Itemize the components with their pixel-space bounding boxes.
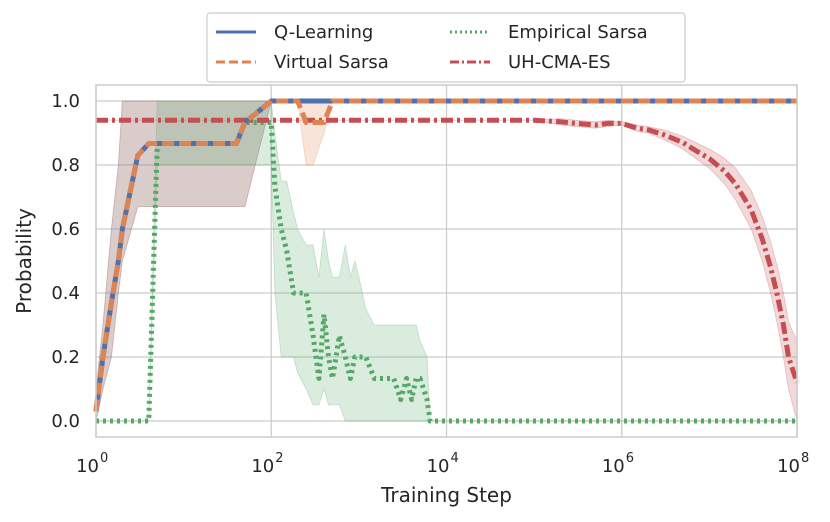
x-tick-base: 10	[777, 456, 800, 477]
y-tick-label-3: 0.6	[51, 219, 80, 240]
x-tick-exponent: 8	[801, 451, 809, 466]
legend-label: Empirical Sarsa	[508, 22, 648, 43]
legend-item-uh-cma-es: UH-CMA-ES	[450, 52, 611, 73]
x-tick-label-4: 10 8	[777, 451, 809, 477]
legend-box	[206, 12, 686, 83]
legend: Q-Learning Virtual Sarsa Empirical Sarsa UH…	[206, 12, 686, 83]
legend-item-empirical-sarsa: Empirical Sarsa	[450, 22, 648, 43]
y-tick-label-1: 0.2	[51, 347, 80, 368]
x-tick-exponent: 6	[626, 451, 634, 466]
x-tick-exponent: 2	[275, 451, 283, 466]
line-uh-cma-es	[96, 117, 800, 384]
series-lines	[93, 98, 800, 424]
y-tick-label-4: 0.8	[51, 155, 80, 176]
legend-item-virtual-sarsa: Virtual Sarsa	[216, 52, 389, 73]
x-axis-label: Training Step	[380, 483, 512, 507]
x-tick-label-1: 10 2	[251, 451, 283, 477]
x-tick-labels: 10 0 10 2 10 4 10 6 10 8	[76, 451, 809, 477]
x-tick-label-0: 10 0	[76, 451, 108, 477]
y-tick-labels: 0.0 0.2 0.4 0.6 0.8 1.0	[51, 91, 80, 432]
line-empirical-sarsa	[96, 119, 797, 424]
x-tick-base: 10	[427, 456, 450, 477]
y-tick-label-2: 0.4	[51, 283, 80, 304]
y-tick-label-5: 1.0	[51, 91, 80, 112]
x-tick-base: 10	[602, 456, 625, 477]
x-tick-exponent: 0	[100, 451, 108, 466]
x-tick-exponent: 4	[451, 451, 459, 466]
x-tick-base: 10	[76, 456, 99, 477]
x-tick-label-3: 10 6	[602, 451, 634, 477]
y-tick-label-0: 0.0	[51, 411, 80, 432]
legend-item-q-learning: Q-Learning	[216, 22, 373, 43]
x-tick-base: 10	[251, 456, 274, 477]
x-tick-label-2: 10 4	[427, 451, 459, 477]
y-axis-label: Probability	[12, 208, 36, 314]
plot-frame	[95, 84, 798, 438]
legend-label: Virtual Sarsa	[274, 52, 389, 73]
band-empirical-sarsa	[96, 100, 797, 422]
line-virtual-sarsa	[93, 98, 797, 412]
legend-label: Q-Learning	[274, 22, 373, 43]
legend-label: UH-CMA-ES	[508, 52, 611, 73]
